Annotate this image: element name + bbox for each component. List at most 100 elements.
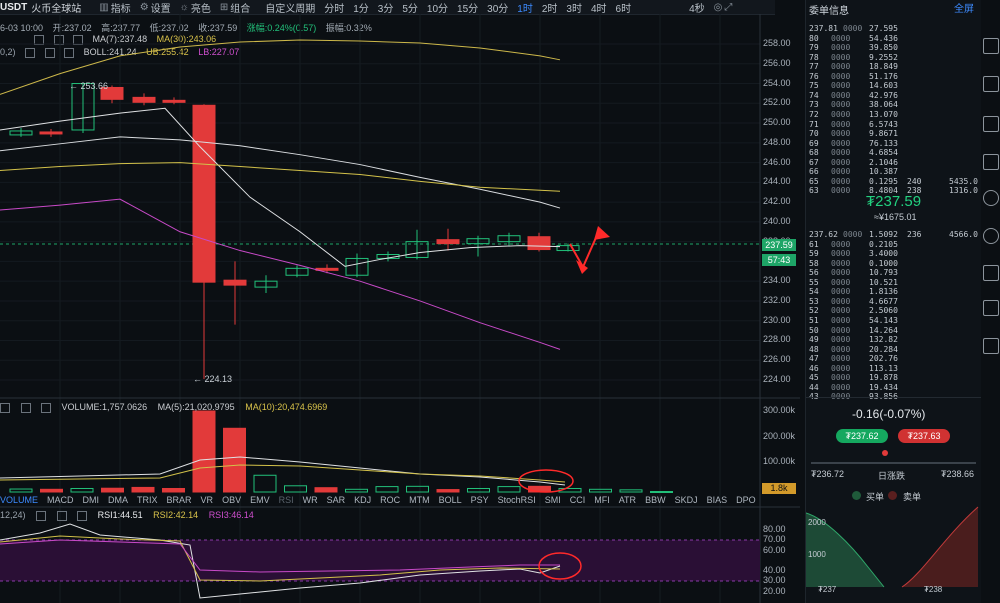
bid-row[interactable]: 49 0000 132.82 bbox=[809, 335, 979, 345]
close-mini-icon[interactable] bbox=[41, 402, 52, 413]
bid-row[interactable]: 48 0000 20.284 bbox=[809, 345, 979, 355]
chart-icon[interactable] bbox=[983, 38, 999, 54]
bid-row[interactable]: 51 0000 54.143 bbox=[809, 316, 979, 326]
period-tab-9[interactable]: 3时 bbox=[566, 3, 582, 15]
settings-mini-icon[interactable] bbox=[56, 510, 67, 521]
depth-chart[interactable] bbox=[806, 505, 981, 590]
hide-icon[interactable] bbox=[0, 402, 10, 413]
hide-icon[interactable] bbox=[25, 47, 36, 58]
indicator-tab-dma[interactable]: DMA bbox=[108, 495, 129, 505]
indicator-tab-vr[interactable]: VR bbox=[200, 495, 214, 505]
indicator-tab-skdj[interactable]: SKDJ bbox=[674, 495, 698, 505]
ask-row[interactable]: 68 0000 4.6854 bbox=[809, 148, 979, 158]
ask-row[interactable]: 66 0000 10.387 bbox=[809, 167, 979, 177]
indicator-tab-rsi[interactable]: RSI bbox=[278, 495, 294, 505]
indicator-tab-obv[interactable]: OBV bbox=[222, 495, 242, 505]
bid-row[interactable]: 61 0000 0.2105 bbox=[809, 240, 979, 250]
bid-row[interactable]: 43 0000 93.856 bbox=[809, 392, 979, 402]
bid-row[interactable]: 46 0000 113.13 bbox=[809, 364, 979, 374]
bid-row[interactable]: 47 0000 202.76 bbox=[809, 354, 979, 364]
close-mini-icon[interactable] bbox=[77, 510, 88, 521]
hide-icon[interactable] bbox=[36, 510, 47, 521]
period-tab-10[interactable]: 4时 bbox=[590, 3, 607, 15]
ask-row[interactable]: 237.81 0000 27.595 bbox=[809, 24, 979, 34]
period-tab-8[interactable]: 2时 bbox=[541, 3, 558, 15]
ask-row[interactable]: 71 0000 6.5743 bbox=[809, 120, 979, 130]
camera-icon[interactable]: ◎ bbox=[713, 1, 723, 13]
indicator-tab-stochrsi[interactable]: StochRSI bbox=[497, 495, 536, 505]
close-mini-icon[interactable] bbox=[64, 47, 75, 58]
bid-row[interactable]: 54 0000 1.8136 bbox=[809, 287, 979, 297]
clock-icon[interactable] bbox=[983, 190, 999, 206]
ask-row[interactable]: 67 0000 2.1046 bbox=[809, 158, 979, 168]
add-icon[interactable] bbox=[983, 154, 999, 170]
period-tab-7[interactable]: 1时 bbox=[517, 3, 533, 15]
indicator-tab-mtm[interactable]: MTM bbox=[409, 495, 430, 505]
list-icon[interactable] bbox=[983, 116, 999, 132]
theme-button[interactable]: 亮色 bbox=[190, 3, 211, 15]
indicator-tab-dmi[interactable]: DMI bbox=[82, 495, 100, 505]
period-tab-3[interactable]: 5分 bbox=[402, 3, 418, 15]
indicator-tab-bbw[interactable]: BBW bbox=[645, 495, 666, 505]
bid-row[interactable]: 45 0000 19.878 bbox=[809, 373, 979, 383]
bid-row[interactable]: 56 0000 10.793 bbox=[809, 268, 979, 278]
ask-row[interactable]: 70 0000 9.8671 bbox=[809, 129, 979, 139]
ask-row[interactable]: 77 0000 18.849 bbox=[809, 62, 979, 72]
ask-row[interactable]: 74 0000 42.976 bbox=[809, 91, 979, 101]
indicator-tab-emv[interactable]: EMV bbox=[250, 495, 270, 505]
period-tab-5[interactable]: 15分 bbox=[457, 3, 479, 15]
indicator-tab-bias[interactable]: BIAS bbox=[706, 495, 728, 505]
indicator-tab-roc[interactable]: ROC bbox=[380, 495, 401, 505]
period-tab-1[interactable]: 1分 bbox=[353, 3, 369, 15]
ask-row[interactable]: 76 0000 51.176 bbox=[809, 72, 979, 82]
bid-row[interactable]: 50 0000 14.264 bbox=[809, 326, 979, 336]
indicator-tab-smi[interactable]: SMI bbox=[544, 495, 561, 505]
calc-icon[interactable] bbox=[983, 265, 999, 281]
symbol-label[interactable]: USDT bbox=[0, 1, 28, 13]
ask-row[interactable]: 69 0000 76.133 bbox=[809, 139, 979, 149]
indicator-tab-trix[interactable]: TRIX bbox=[137, 495, 158, 505]
fullscreen-button[interactable]: 全屏 bbox=[954, 4, 974, 15]
indicator-tab-wr[interactable]: WR bbox=[302, 495, 318, 505]
ask-row[interactable]: 63 0000 8.4804 238 1316.0 bbox=[809, 186, 979, 196]
settings-mini-icon[interactable] bbox=[44, 47, 55, 58]
period-tab-11[interactable]: 6时 bbox=[615, 3, 632, 15]
combo-button[interactable]: 组合 bbox=[230, 3, 251, 15]
indicator-tab-psy[interactable]: PSY bbox=[470, 495, 489, 505]
ask-row[interactable]: 65 0000 0.1295 240 5435.0 bbox=[809, 177, 979, 187]
indicator-tab-volume[interactable]: VOLUME bbox=[0, 495, 39, 505]
document-icon[interactable] bbox=[983, 76, 999, 92]
period-tab-4[interactable]: 10分 bbox=[426, 3, 449, 15]
indicator-tab-cci[interactable]: CCI bbox=[569, 495, 586, 505]
ask-row[interactable]: 72 0000 13.070 bbox=[809, 110, 979, 120]
ask-row[interactable]: 79 0000 39.850 bbox=[809, 43, 979, 53]
custom-period-button[interactable]: 自定义周期 bbox=[265, 3, 316, 15]
indicator-tab-dpo[interactable]: DPO bbox=[736, 495, 756, 505]
indicator-tab-boll[interactable]: BOLL bbox=[438, 495, 462, 505]
bid-row[interactable]: 237.62 0000 1.5092 236 4566.0 bbox=[809, 230, 979, 240]
indicator-tab-macd[interactable]: MACD bbox=[47, 495, 74, 505]
period-tab-6[interactable]: 30分 bbox=[487, 3, 509, 15]
indicator-tab-mfi[interactable]: MFI bbox=[594, 495, 610, 505]
ask-row[interactable]: 80 0000 54.436 bbox=[809, 34, 979, 44]
period-tab-2[interactable]: 3分 bbox=[377, 3, 394, 15]
pro-icon[interactable] bbox=[983, 338, 999, 354]
bid-row[interactable]: 58 0000 0.1000 bbox=[809, 259, 979, 269]
buy-price-button[interactable]: ₮237.62 bbox=[836, 429, 888, 443]
edit-icon[interactable] bbox=[983, 228, 999, 244]
indicators-button[interactable]: 指标 bbox=[110, 3, 131, 15]
ask-row[interactable]: 75 0000 14.603 bbox=[809, 81, 979, 91]
indicator-tab-kdj[interactable]: KDJ bbox=[354, 495, 372, 505]
indicator-tab-brar[interactable]: BRAR bbox=[166, 495, 192, 505]
wallet-icon[interactable] bbox=[983, 300, 999, 316]
expand-icon[interactable]: ⤢ bbox=[724, 1, 733, 13]
bid-row[interactable]: 52 0000 2.5060 bbox=[809, 306, 979, 316]
bid-row[interactable]: 59 0000 3.4000 bbox=[809, 249, 979, 259]
bid-row[interactable]: 53 0000 4.6677 bbox=[809, 297, 979, 307]
bid-row[interactable]: 55 0000 10.521 bbox=[809, 278, 979, 288]
sell-price-button[interactable]: ₮237.63 bbox=[898, 429, 950, 443]
indicator-tab-sar[interactable]: SAR bbox=[326, 495, 346, 505]
ask-row[interactable]: 78 0000 9.2552 bbox=[809, 53, 979, 63]
price-chart[interactable] bbox=[0, 0, 805, 603]
settings-mini-icon[interactable] bbox=[20, 402, 31, 413]
